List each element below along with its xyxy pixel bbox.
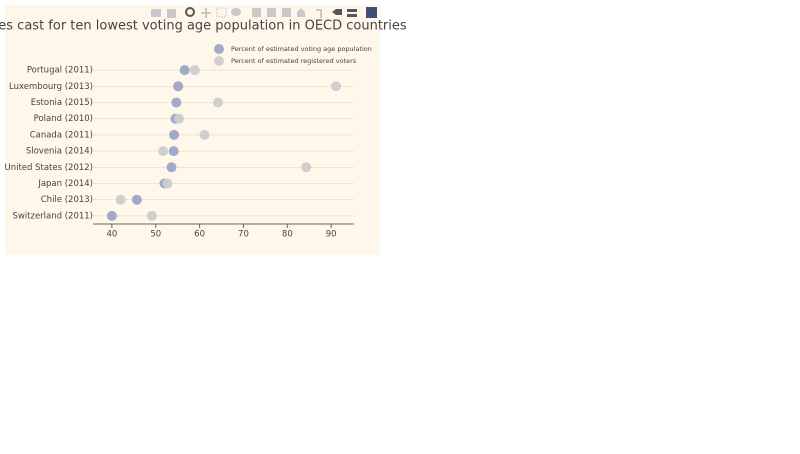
camera-icon[interactable] xyxy=(151,9,161,17)
dot xyxy=(158,146,169,157)
zoom-icon[interactable] xyxy=(185,7,195,17)
x-tick-label: 60 xyxy=(194,230,205,240)
dot xyxy=(166,162,177,173)
y-tick-label: Japan (2014) xyxy=(37,179,93,189)
hover-closest-icon[interactable] xyxy=(332,9,342,15)
dot xyxy=(115,194,126,205)
y-tick-label: Poland (2010) xyxy=(34,114,93,124)
y-tick-label: Canada (2011) xyxy=(30,130,93,140)
dot xyxy=(189,65,200,76)
dot xyxy=(146,210,157,221)
dot xyxy=(179,65,190,76)
pan-icon[interactable] xyxy=(201,8,211,18)
dot xyxy=(171,97,182,108)
modebar[interactable] xyxy=(151,7,377,18)
dot xyxy=(169,129,180,140)
chart-title: Votes cast for ten lowest voting age pop… xyxy=(0,19,407,34)
select-icon[interactable] xyxy=(216,7,227,18)
background xyxy=(5,5,380,255)
y-tick-label: United States (2012) xyxy=(4,163,93,173)
dot xyxy=(168,146,179,157)
y-tick-label: Chile (2013) xyxy=(41,195,93,205)
dot xyxy=(162,178,173,189)
dot xyxy=(131,194,142,205)
dot xyxy=(301,162,312,173)
dot xyxy=(213,97,224,108)
plotly-logo[interactable] xyxy=(366,7,377,18)
zoom-out-icon[interactable] xyxy=(267,8,276,17)
spike-icon[interactable] xyxy=(316,9,322,18)
y-tick-label: Portugal (2011) xyxy=(27,66,93,76)
reset-icon[interactable] xyxy=(297,8,305,17)
y-tick-label: Estonia (2015) xyxy=(31,98,93,108)
dot xyxy=(173,113,184,124)
x-tick-label: 90 xyxy=(326,230,337,240)
save-icon[interactable] xyxy=(167,9,176,18)
legend-marker xyxy=(214,56,224,66)
hover-compare-icon[interactable] xyxy=(347,9,357,17)
legend-label: Percent of estimated registered voters xyxy=(231,57,357,65)
legend-label: Percent of estimated voting age populati… xyxy=(231,45,372,53)
y-tick-label: Switzerland (2011) xyxy=(12,211,93,221)
legend-marker xyxy=(214,44,224,54)
y-tick-label: Slovenia (2014) xyxy=(26,147,93,157)
zoom-in-icon[interactable] xyxy=(252,8,261,17)
x-tick-label: 70 xyxy=(238,230,249,240)
dot xyxy=(199,129,210,140)
dot xyxy=(331,81,342,92)
dot xyxy=(106,210,117,221)
x-tick-label: 50 xyxy=(150,230,161,240)
x-tick-label: 40 xyxy=(106,230,117,240)
y-tick-label: Luxembourg (2013) xyxy=(9,82,93,92)
lasso-icon[interactable] xyxy=(231,8,241,16)
dot xyxy=(173,81,184,92)
autoscale-icon[interactable] xyxy=(282,8,291,17)
x-tick-label: 80 xyxy=(282,230,293,240)
